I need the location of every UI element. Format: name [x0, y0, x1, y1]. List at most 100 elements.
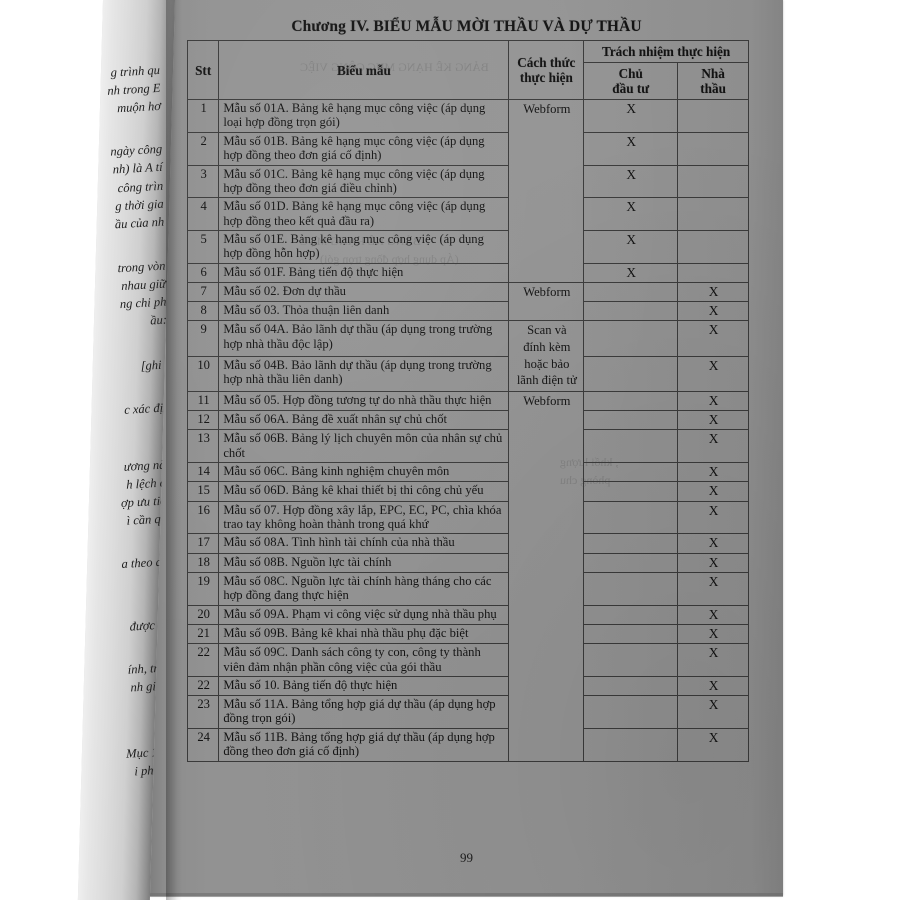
table-row: 7 Mẫu số 02. Đơn dự thầu Webform X: [186, 281, 749, 322]
table-row: 5 Mẫu số 01E. Bảng kê hạng mục công việc …: [186, 229, 749, 264]
table-row: 22 Mẫu số 10. Bảng tiến độ thực hiện X: [186, 675, 749, 697]
header-row-1: Stt Biểu mẫu Cách thức thực hiện Trách nh…: [186, 39, 749, 101]
form-table-container: Stt Biểu mẫu Cách thức thực hiện Trách nh…: [186, 39, 749, 762]
table-row: 2 Mẫu số 01B. Bảng kê hạng mục công việc …: [186, 131, 749, 166]
cell-stt: 11: [186, 390, 220, 412]
cell-stt: 6: [186, 262, 220, 283]
cell-stt: 23: [186, 695, 220, 729]
facing-page-text-fragment: g trình qu: [110, 62, 161, 80]
table-row: 15 Mẫu số 06D. Bảng kê khai thiết bị thi …: [186, 481, 749, 502]
facing-page-text-fragment: ng chi ph: [119, 294, 167, 312]
cell-stt: 5: [186, 229, 220, 264]
table-row: 18 Mẫu số 08B. Nguồn lực tài chính X: [186, 552, 749, 573]
cell-cach-thuc: Webform: [508, 99, 585, 283]
cell-bieu-mau: Mẫu số 06A. Bảng đề xuất nhân sự chủ chố…: [218, 410, 510, 431]
cell-stt: 20: [186, 604, 220, 625]
table-row: 1 Mẫu số 01A. Bảng kê hạng mục công việc …: [186, 99, 749, 283]
cell-nha-thau: X: [677, 571, 749, 606]
facing-page-text-fragment: c xác địn: [124, 400, 170, 417]
cell-bieu-mau: Mẫu số 01D. Bảng kê hạng mục công việc (…: [218, 197, 510, 231]
cell-nha-thau: X: [677, 429, 749, 464]
cell-chu-dau-tu: [583, 695, 679, 729]
cell-stt: 10: [186, 355, 220, 392]
cell-nha-thau: X: [677, 533, 749, 554]
cell-nha-thau: X: [677, 320, 749, 357]
cell-nha-thau: X: [677, 481, 749, 502]
cell-chu-dau-tu: [583, 301, 679, 322]
table-row: 14 Mẫu số 06C. Bảng kinh nghiệm chuyên mô…: [186, 462, 749, 483]
cell-nha-thau: X: [677, 623, 749, 645]
cell-chu-dau-tu: [583, 571, 679, 606]
table-row: 10 Mẫu số 04B. Bảo lãnh dự thầu (áp dụng …: [186, 355, 749, 392]
cell-nha-thau: X: [677, 301, 749, 322]
cell-chu-dau-tu: [583, 390, 679, 412]
cell-stt: 2: [186, 131, 220, 166]
cell-bieu-mau: Mẫu số 07. Hợp đồng xây lắp, EPC, EC, PC…: [218, 500, 510, 535]
cell-nha-thau: [677, 99, 749, 133]
cell-chu-dau-tu: [583, 281, 679, 303]
cell-chu-dau-tu: X: [583, 262, 679, 283]
cell-stt: 16: [186, 500, 220, 535]
cell-bieu-mau: Mẫu số 01A. Bảng kê hạng mục công việc (…: [218, 99, 510, 133]
cell-stt: 13: [186, 429, 220, 464]
cell-bieu-mau: Mẫu số 11B. Bảng tổng hợp giá dự thầu (á…: [218, 727, 510, 762]
facing-page-text-fragment: [ghi t: [140, 357, 169, 373]
cell-chu-dau-tu: [583, 410, 679, 431]
cell-nha-thau: X: [677, 500, 749, 535]
cell-stt: 24: [186, 727, 220, 762]
cell-nha-thau: X: [677, 675, 749, 697]
cell-nha-thau: X: [677, 552, 749, 573]
cell-bieu-mau: Mẫu số 11A. Bảng tổng hợp giá dự thầu (á…: [218, 695, 510, 729]
cell-stt: 1: [186, 99, 220, 133]
cell-stt: 9: [186, 320, 220, 357]
cell-stt: 18: [186, 552, 220, 573]
table-row: 8 Mẫu số 03. Thỏa thuận liên danh X: [186, 301, 749, 322]
table-header: Stt Biểu mẫu Cách thức thực hiện Trách nh…: [186, 39, 749, 101]
cell-bieu-mau: Mẫu số 08C. Nguồn lực tài chính hàng thá…: [218, 571, 510, 606]
cell-chu-dau-tu: [583, 675, 679, 697]
cell-bieu-mau: Mẫu số 08B. Nguồn lực tài chính: [218, 552, 510, 573]
facing-page-text-fragment: nh) là A tí: [112, 159, 163, 177]
cell-bieu-mau: Mẫu số 02. Đơn dự thầu: [218, 281, 510, 303]
cell-chu-dau-tu: [583, 623, 679, 645]
table-row: 3 Mẫu số 01C. Bảng kê hạng mục công việc …: [186, 164, 749, 199]
header-cach-thuc: Cách thức thực hiện: [508, 39, 585, 101]
cell-nha-thau: [677, 131, 749, 166]
cell-bieu-mau: Mẫu số 09A. Phạm vi công việc sử dụng nh…: [218, 604, 510, 625]
cell-stt: 8: [186, 301, 220, 322]
cell-stt: 15: [186, 481, 220, 502]
cell-chu-dau-tu: [583, 727, 679, 762]
bidding-forms-table: Stt Biểu mẫu Cách thức thực hiện Trách nh…: [186, 39, 749, 762]
cell-bieu-mau: Mẫu số 08A. Tình hình tài chính của nhà …: [218, 533, 510, 554]
cell-bieu-mau: Mẫu số 05. Hợp đồng tương tự do nhà thầu…: [218, 390, 510, 412]
cell-chu-dau-tu: X: [583, 229, 679, 264]
table-row: 9 Mẫu số 04A. Bảo lãnh dự thầu (áp dụng t…: [186, 320, 749, 392]
table-row: 16 Mẫu số 07. Hợp đồng xây lắp, EPC, EC, …: [186, 500, 749, 535]
cell-bieu-mau: Mẫu số 06D. Bảng kê khai thiết bị thi cô…: [218, 481, 510, 502]
table-row: 6 Mẫu số 01F. Bảng tiến độ thực hiện X: [186, 262, 749, 283]
header-nha-thau: Nhà thầu: [677, 62, 749, 101]
cell-nha-thau: [677, 164, 749, 199]
cell-stt: 14: [186, 462, 220, 483]
cell-chu-dau-tu: [583, 320, 679, 357]
cell-chu-dau-tu: X: [583, 197, 679, 231]
header-stt: Stt: [186, 39, 220, 101]
facing-page-text-fragment: nhau giữ: [121, 276, 167, 294]
cell-chu-dau-tu: X: [583, 131, 679, 166]
table-body: 1 Mẫu số 01A. Bảng kê hạng mục công việc …: [186, 99, 749, 762]
cell-stt: 4: [186, 197, 220, 231]
cell-stt: 19: [186, 571, 220, 606]
cell-nha-thau: X: [677, 462, 749, 483]
cell-stt: 22: [186, 643, 220, 677]
facing-page-text-fragment: muộn hơ: [116, 98, 162, 116]
cell-stt: 22: [186, 675, 220, 697]
page-title: Chương IV. BIỂU MẪU MỜI THẦU VÀ DỰ THẦU: [291, 18, 642, 35]
cell-stt: 21: [186, 623, 220, 645]
header-row-2: Chủ đầu tư Nhà thầu: [188, 62, 749, 101]
facing-page-text-fragment: nh trong E: [107, 80, 161, 98]
facing-page-text-fragment: g thời gia: [115, 196, 164, 214]
cell-nha-thau: X: [677, 727, 749, 762]
page-bottom-edge: [150, 893, 783, 897]
cell-nha-thau: X: [677, 281, 749, 303]
table-row: 19 Mẫu số 08C. Nguồn lực tài chính hàng t…: [186, 571, 749, 606]
